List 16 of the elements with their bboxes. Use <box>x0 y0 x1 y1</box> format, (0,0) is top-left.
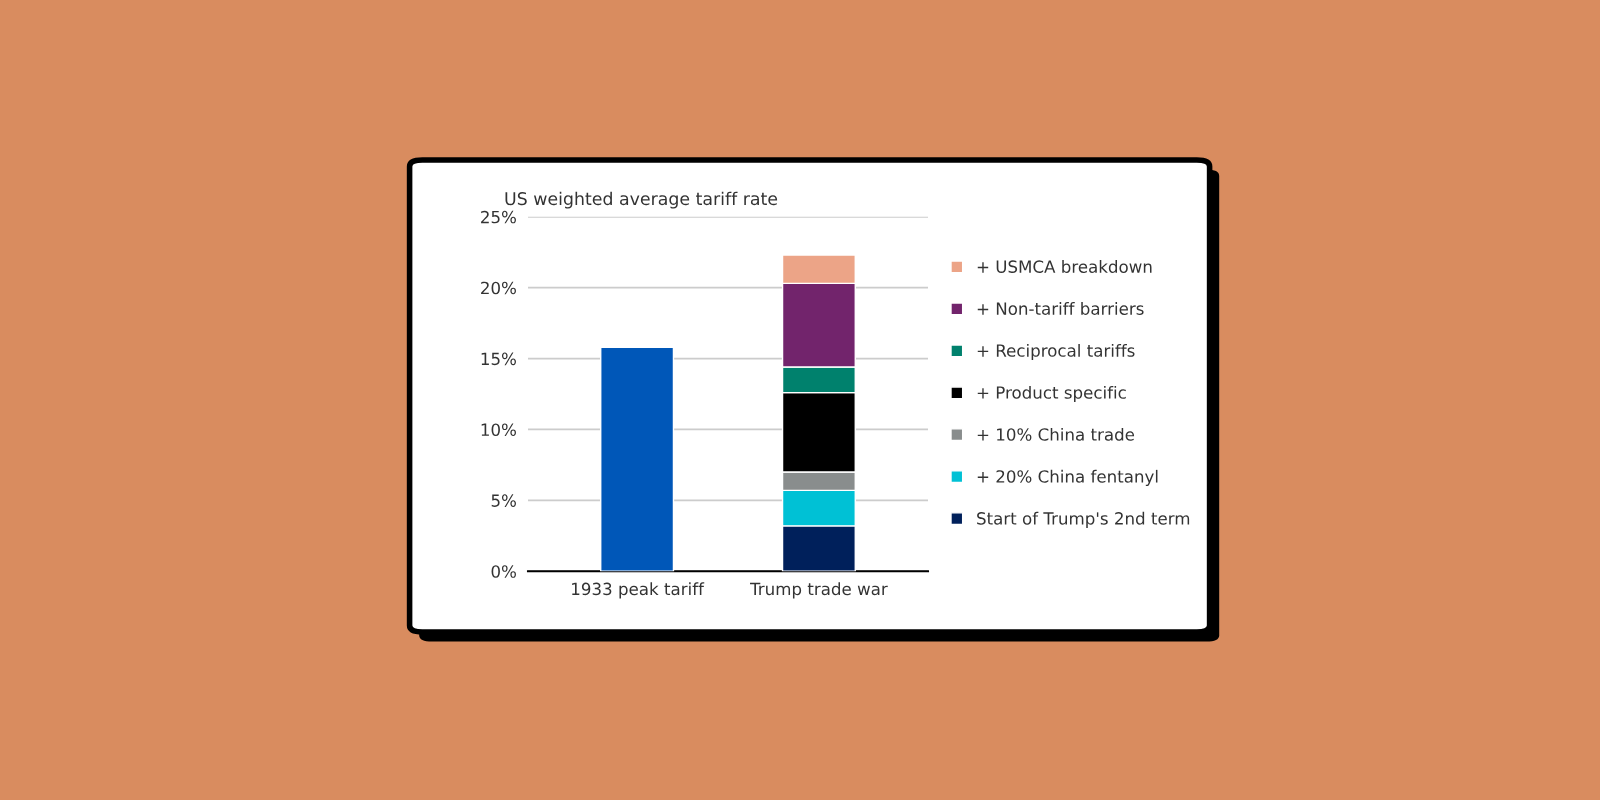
legend-label: + 20% China fentanyl <box>977 469 1158 486</box>
x-tick-label: Trump trade war <box>750 582 888 599</box>
legend-label: + Product specific <box>977 385 1126 403</box>
y-tick-label: 25% <box>481 210 516 224</box>
y-tick-label: 10% <box>481 423 516 437</box>
legend-label: + 10% China trade <box>977 427 1135 441</box>
y-tick-label: 15% <box>481 352 516 366</box>
chart-title: US weighted average tariff rate <box>505 191 778 209</box>
legend-label: + Non-tariff barriers <box>977 302 1144 315</box>
legend-label: + Reciprocal tariffs <box>977 343 1135 361</box>
legend-label: Start of Trump's 2nd term <box>977 511 1190 528</box>
x-tick-label: 1933 peak tariff <box>572 582 705 599</box>
y-tick-label: 20% <box>481 281 516 295</box>
y-tick-label: 5% <box>491 494 516 507</box>
legend-label: + USMCA breakdown <box>977 260 1152 273</box>
y-tick-label: 0% <box>491 565 516 578</box>
